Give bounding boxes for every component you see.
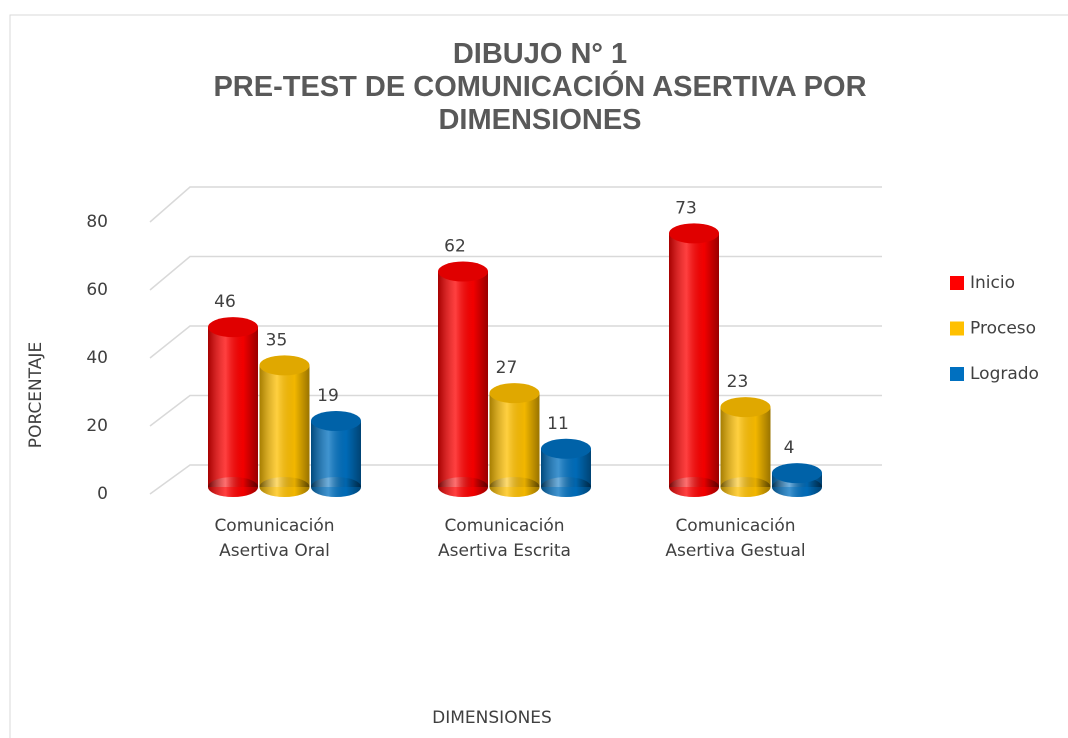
legend-label: Proceso bbox=[970, 319, 1036, 339]
grid-line bbox=[149, 325, 882, 359]
bar-top bbox=[438, 261, 488, 282]
grid-line bbox=[149, 394, 882, 427]
y-axis-label: PORCENTAJE bbox=[26, 342, 46, 448]
data-label: 19 bbox=[317, 386, 339, 406]
x-tick-label: Comunicación Asertiva Escrita bbox=[438, 516, 571, 561]
x-axis-label: DIMENSIONES bbox=[432, 708, 552, 728]
bar-body-shade bbox=[489, 393, 540, 487]
y-tick-label: 60 bbox=[86, 280, 108, 300]
data-label: 27 bbox=[496, 358, 518, 378]
bar-body-shade bbox=[311, 420, 361, 487]
bar-top bbox=[720, 397, 771, 418]
bar-top-shade bbox=[259, 355, 310, 376]
bar-top bbox=[259, 355, 310, 376]
bar-body-shade bbox=[720, 407, 771, 487]
data-label: 23 bbox=[727, 372, 749, 392]
bar bbox=[311, 410, 361, 497]
bar-top-shade bbox=[208, 317, 258, 338]
bar-top-shade bbox=[541, 438, 591, 459]
bar-top bbox=[489, 383, 540, 404]
bar bbox=[541, 438, 591, 497]
chart-subtitle: PRE-TEST DE COMUNICACIÓN ASERTIVA POR DI… bbox=[213, 71, 867, 136]
legend-swatch bbox=[950, 321, 964, 336]
bar bbox=[208, 317, 258, 497]
bar-top bbox=[669, 223, 719, 244]
y-tick-label: 20 bbox=[86, 416, 108, 436]
bar-top-shade bbox=[720, 397, 771, 418]
data-label: 73 bbox=[675, 198, 697, 218]
data-label: 4 bbox=[784, 438, 795, 458]
bar bbox=[438, 261, 488, 497]
bar bbox=[489, 383, 540, 497]
bar-top bbox=[772, 463, 822, 484]
bar-top bbox=[541, 438, 591, 459]
bar-top-shade bbox=[669, 223, 719, 244]
y-tick-label: 0 bbox=[97, 484, 108, 504]
bar-top bbox=[311, 410, 361, 431]
legend-label: Logrado bbox=[970, 364, 1039, 384]
legend-label: Inicio bbox=[970, 273, 1015, 293]
bar bbox=[669, 223, 719, 497]
x-tick-label: Comunicación Asertiva Gestual bbox=[665, 516, 806, 561]
legend-swatch bbox=[950, 367, 964, 381]
bar bbox=[772, 463, 822, 497]
x-tick-label: Comunicación Asertiva Oral bbox=[214, 516, 335, 561]
bar-top-shade bbox=[489, 383, 540, 404]
bar bbox=[720, 397, 771, 497]
bar-body-shade bbox=[438, 271, 488, 487]
bar-top-shade bbox=[772, 463, 822, 484]
chart-border bbox=[9, 14, 1068, 738]
grid-line bbox=[149, 186, 882, 223]
bar-top bbox=[208, 317, 258, 338]
y-tick-label: 40 bbox=[86, 348, 108, 368]
bar-top-shade bbox=[311, 410, 361, 431]
legend-swatch bbox=[950, 276, 964, 290]
grid-line bbox=[149, 255, 882, 291]
y-tick-label: 80 bbox=[86, 212, 108, 232]
bar-body-shade bbox=[669, 233, 719, 487]
data-label: 46 bbox=[214, 292, 236, 312]
grid-line bbox=[149, 464, 882, 495]
data-label: 35 bbox=[266, 330, 288, 350]
data-label: 62 bbox=[444, 237, 466, 257]
bar bbox=[259, 355, 310, 497]
chart-title: DIBUJO N° 1 bbox=[452, 38, 628, 70]
bar-top-shade bbox=[438, 261, 488, 282]
bar-body-shade bbox=[208, 327, 258, 487]
data-label: 11 bbox=[547, 414, 569, 434]
bar-body-shade bbox=[259, 365, 310, 487]
